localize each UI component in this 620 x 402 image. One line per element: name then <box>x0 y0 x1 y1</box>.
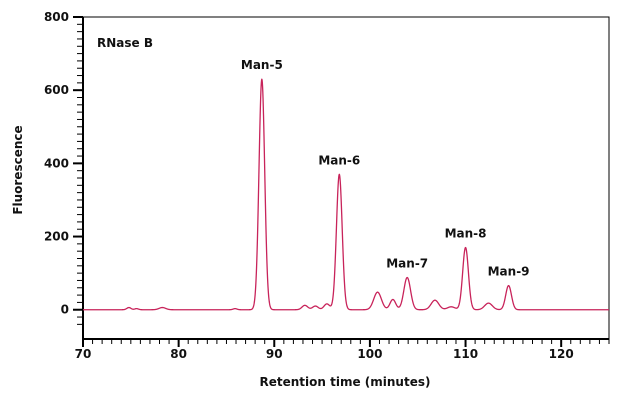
y-axis: 0 200 400 600 800 <box>44 10 84 339</box>
x-tick-label: 120 <box>549 347 574 361</box>
x-axis: 70 80 90 100 110 120 <box>75 338 610 361</box>
y-tick-label: 400 <box>44 156 69 170</box>
x-tick-label: 70 <box>75 347 92 361</box>
labels-layer: Man-5 Man-6 Man-7 Man-8 Man-9 <box>241 58 530 278</box>
y-tick-label: 600 <box>44 83 69 97</box>
peak-label: Man-8 <box>445 227 487 241</box>
peak-label: Man-7 <box>386 257 428 271</box>
x-tick-label: 100 <box>357 347 382 361</box>
x-tick-label: 110 <box>453 347 478 361</box>
series-layer <box>82 78 610 311</box>
peak-label: Man-9 <box>488 265 530 279</box>
chromatogram-trace <box>82 78 610 311</box>
sample-annotation: RNase B <box>97 36 153 50</box>
plot-border <box>82 16 610 340</box>
y-axis-title: Fluorescence <box>11 125 25 214</box>
x-axis-title: Retention time (minutes) <box>260 375 431 389</box>
y-tick-label: 800 <box>44 10 69 24</box>
peak-label: Man-5 <box>241 58 283 72</box>
y-tick-label: 0 <box>61 303 69 317</box>
x-tick-label: 80 <box>170 347 187 361</box>
x-tick-label: 90 <box>266 347 283 361</box>
y-tick-label: 200 <box>44 230 69 244</box>
peak-label: Man-6 <box>318 153 360 167</box>
plot-frame <box>82 16 610 340</box>
